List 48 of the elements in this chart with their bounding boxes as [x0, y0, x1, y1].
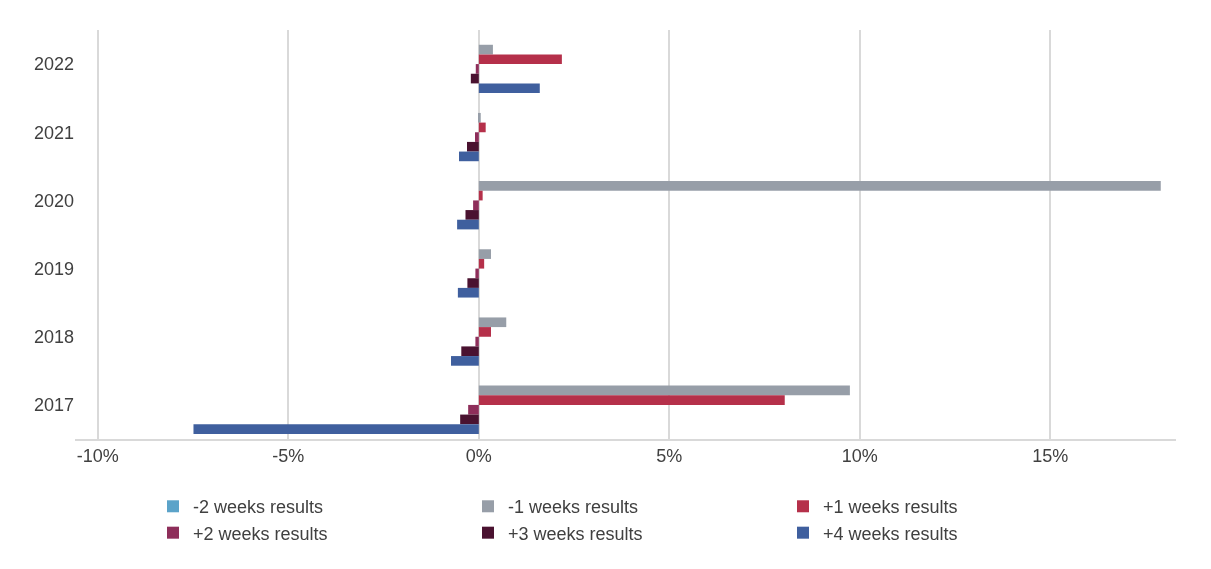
y-tick-label: 2021 [33, 122, 74, 143]
x-tick-label: 5% [656, 446, 683, 467]
y-tick-label: 2020 [33, 190, 74, 211]
bar [468, 404, 479, 415]
y-tick-label: 2019 [33, 258, 74, 279]
bar [478, 54, 562, 65]
bar [478, 190, 483, 201]
bar [475, 64, 479, 74]
bar [475, 336, 479, 347]
bar [478, 249, 492, 259]
x-tick-label: 15% [1032, 446, 1069, 467]
bar [478, 83, 540, 94]
x-tick-label: 10% [841, 446, 878, 467]
bar [459, 151, 479, 162]
bar [478, 258, 485, 269]
bar [465, 210, 479, 220]
bar [478, 395, 785, 405]
bar [478, 317, 507, 328]
y-tick-label: 2022 [33, 54, 74, 75]
legend-label: -2 weeks results [193, 497, 324, 518]
bar [460, 414, 479, 425]
legend-label: +4 weeks results [823, 523, 958, 544]
bar [467, 278, 479, 288]
bar [478, 44, 493, 55]
legend-label: +1 weeks results [823, 497, 958, 518]
legend-label: +3 weeks results [508, 523, 643, 544]
bar [478, 385, 850, 396]
bar [193, 424, 479, 434]
bar [467, 141, 479, 152]
x-tick-label: -10% [76, 446, 119, 467]
bar [470, 73, 479, 84]
bar [475, 268, 479, 279]
bar [475, 132, 479, 142]
bar [457, 219, 479, 230]
bar [478, 327, 492, 337]
y-tick-label: 2017 [33, 395, 74, 416]
y-tick-label: 2018 [33, 327, 74, 348]
x-tick-label: -5% [272, 446, 305, 467]
x-tick-label: 0% [465, 446, 492, 467]
bar [451, 356, 479, 366]
bar [478, 122, 486, 133]
bar [478, 181, 1161, 191]
legend-label: +2 weeks results [193, 523, 328, 544]
bar [461, 346, 479, 357]
legend-label: -1 weeks results [508, 497, 639, 518]
bar [473, 200, 479, 211]
bar [478, 112, 481, 123]
bar [457, 287, 479, 298]
